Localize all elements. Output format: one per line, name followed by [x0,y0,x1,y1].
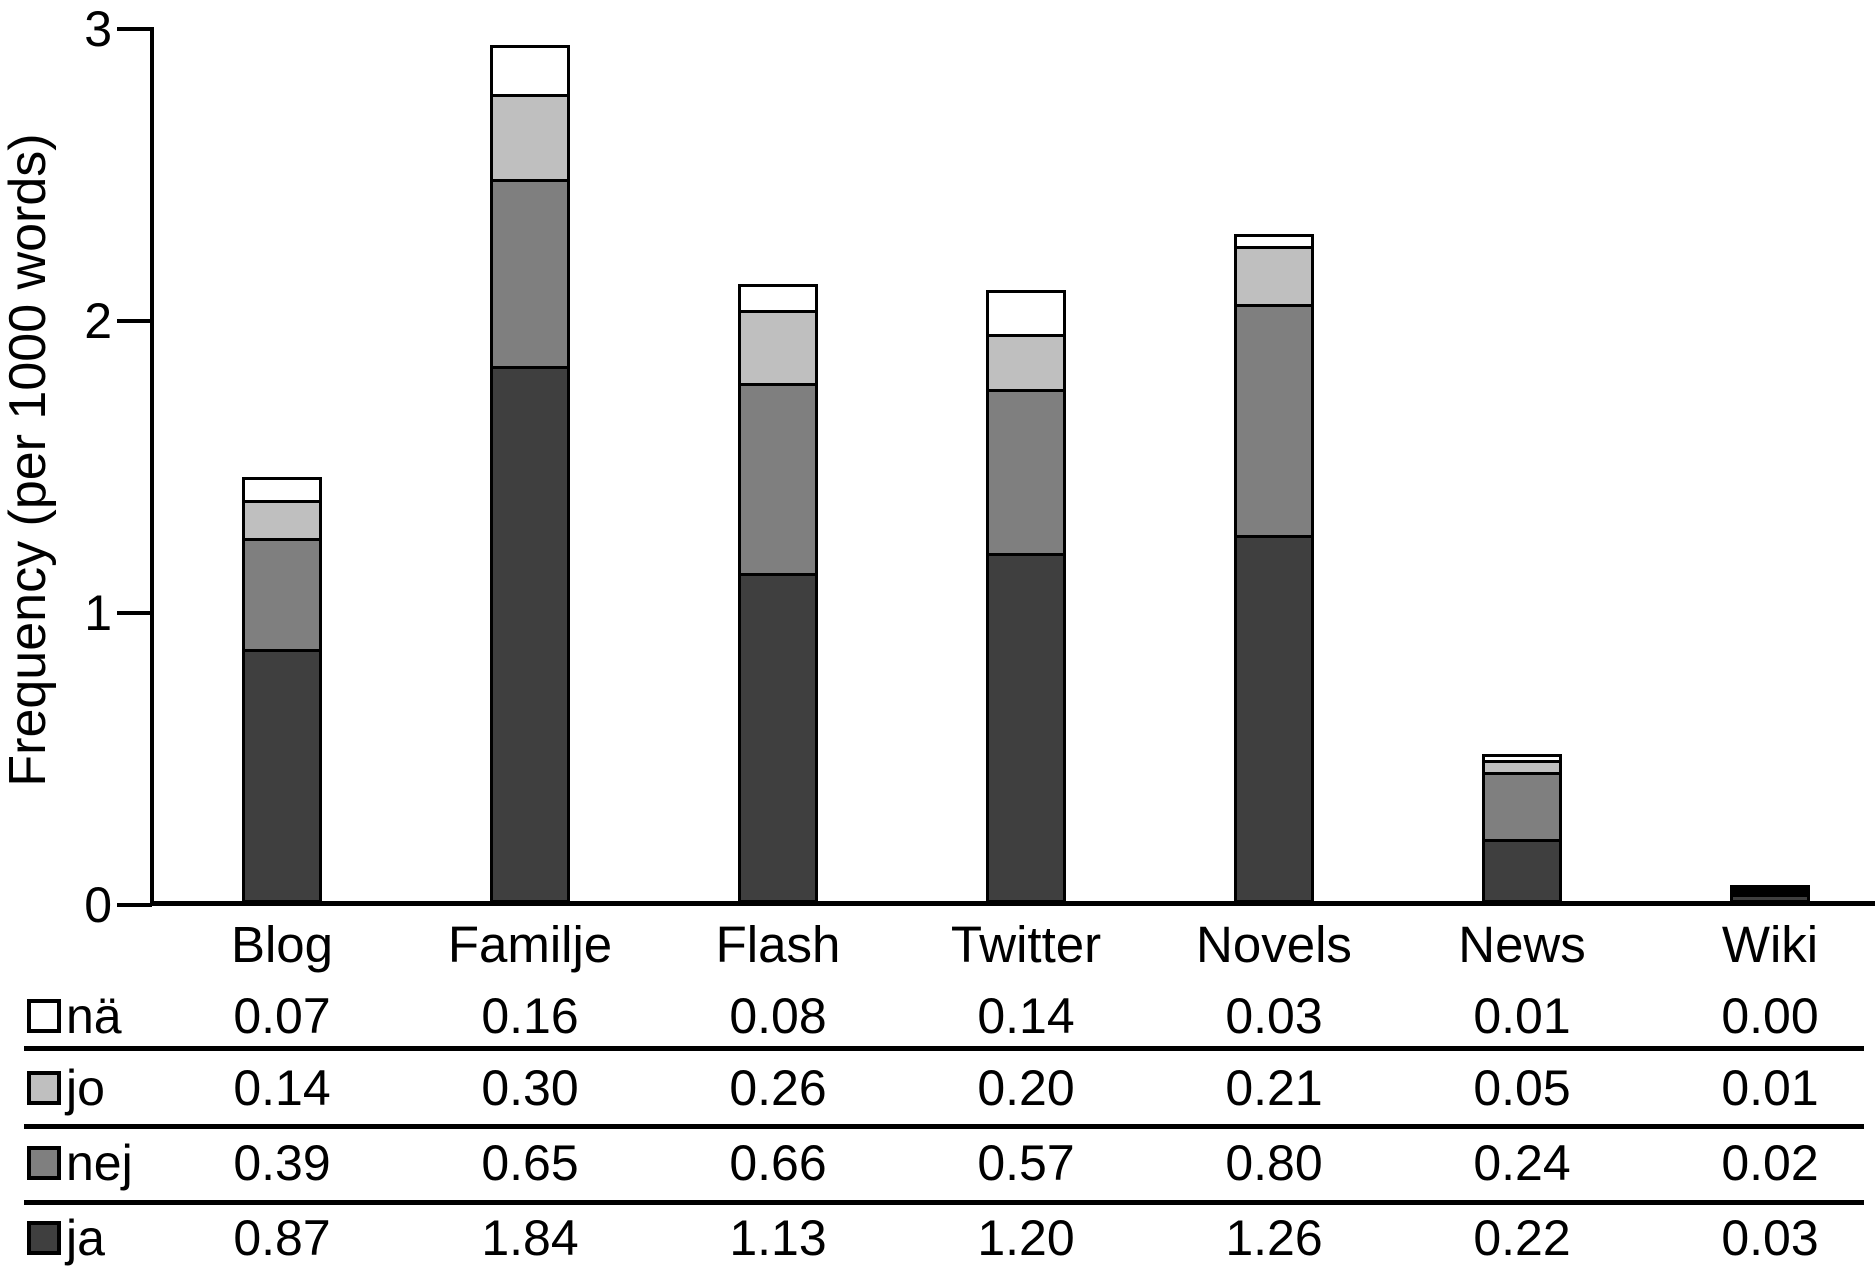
table-cell: 0.03 [1225,988,1323,1044]
legend-label: nä [66,988,122,1044]
y-tick-label: 1 [84,585,112,641]
bar-segment-nej [986,383,1066,556]
table-cell: 0.01 [1721,1060,1819,1116]
table-cell: 0.87 [233,1210,331,1266]
bar-segment-nä [1234,234,1314,250]
legend-label: nej [66,1135,133,1191]
table-cell: 1.84 [481,1210,579,1266]
table-cell: 1.13 [729,1210,827,1266]
bar-segment-ja [490,359,570,903]
legend-swatch-ja [27,1221,61,1255]
bar-segment-nä [1482,754,1562,764]
bar-segment-jo [738,304,818,387]
bar-segment-nej [738,377,818,577]
table-cell: 0.26 [729,1060,827,1116]
table-cell: 1.26 [1225,1210,1323,1266]
table-cell: 0.30 [481,1060,579,1116]
category-label: Wiki [1721,916,1819,973]
y-tick [117,903,152,907]
bar-segment-ja [242,642,322,903]
table-cell: 0.20 [977,1060,1075,1116]
table-cell: 0.39 [233,1135,331,1191]
y-axis-line [150,27,154,906]
y-axis-title: Frequency (per 1000 words) [0,133,57,787]
table-cell: 0.57 [977,1135,1075,1191]
table-cell: 1.20 [977,1210,1075,1266]
y-tick-label: 3 [84,1,112,57]
legend-label: jo [66,1060,105,1116]
category-label: Novels [1196,916,1352,973]
bar-segment-nej [1482,765,1562,842]
bar-segment-ja [738,567,818,903]
y-tick-label: 0 [84,877,112,933]
table-cell: 0.03 [1721,1210,1819,1266]
x-axis-line [150,901,1875,906]
table-cell: 0.22 [1473,1210,1571,1266]
category-label: Twitter [950,916,1102,973]
legend-swatch-nej [27,1146,61,1180]
category-label: Familje [447,916,613,973]
bar-segment-jo [986,327,1066,393]
table-cell: 0.14 [977,988,1075,1044]
bar-segment-nej [1234,298,1314,539]
bar-segment-jo [1234,240,1314,308]
legend-label: ja [66,1210,105,1266]
table-cell: 0.02 [1721,1135,1819,1191]
y-tick-label: 2 [84,293,112,349]
table-cell: 0.16 [481,988,579,1044]
bar-segment-nej [490,172,570,369]
table-cell: 0.66 [729,1135,827,1191]
bar-segment-nä [490,44,570,98]
y-tick [117,319,152,323]
table-cell: 0.05 [1473,1060,1571,1116]
bar-segment-nej [242,532,322,652]
bar-segment-nä [738,284,818,314]
table-cell: 0.07 [233,988,331,1044]
y-tick [117,611,152,615]
bar-segment-nä [986,289,1066,337]
bar-segment-jo [490,88,570,182]
table-rule [24,1046,1864,1051]
legend-swatch-jo [27,1071,61,1105]
table-cell: 0.24 [1473,1135,1571,1191]
table-cell: 0.21 [1225,1060,1323,1116]
table-cell: 0.80 [1225,1135,1323,1191]
category-label: Blog [230,916,334,973]
table-rule [24,1200,1864,1205]
table-cell: 0.14 [233,1060,331,1116]
category-label: Flash [715,916,841,973]
category-label: News [1458,916,1586,973]
bar-segment-ja [986,546,1066,903]
table-cell: 0.65 [481,1135,579,1191]
legend-swatch-nä [27,999,61,1033]
y-tick [117,27,152,31]
bar-segment-nä [1730,888,1810,895]
table-cell: 0.00 [1721,988,1819,1044]
table-cell: 0.08 [729,988,827,1044]
bar-segment-ja [1234,529,1314,903]
table-cell: 0.01 [1473,988,1571,1044]
table-rule [24,1124,1864,1129]
bar-segment-ja [1482,832,1562,903]
bar-segment-nä [242,476,322,504]
